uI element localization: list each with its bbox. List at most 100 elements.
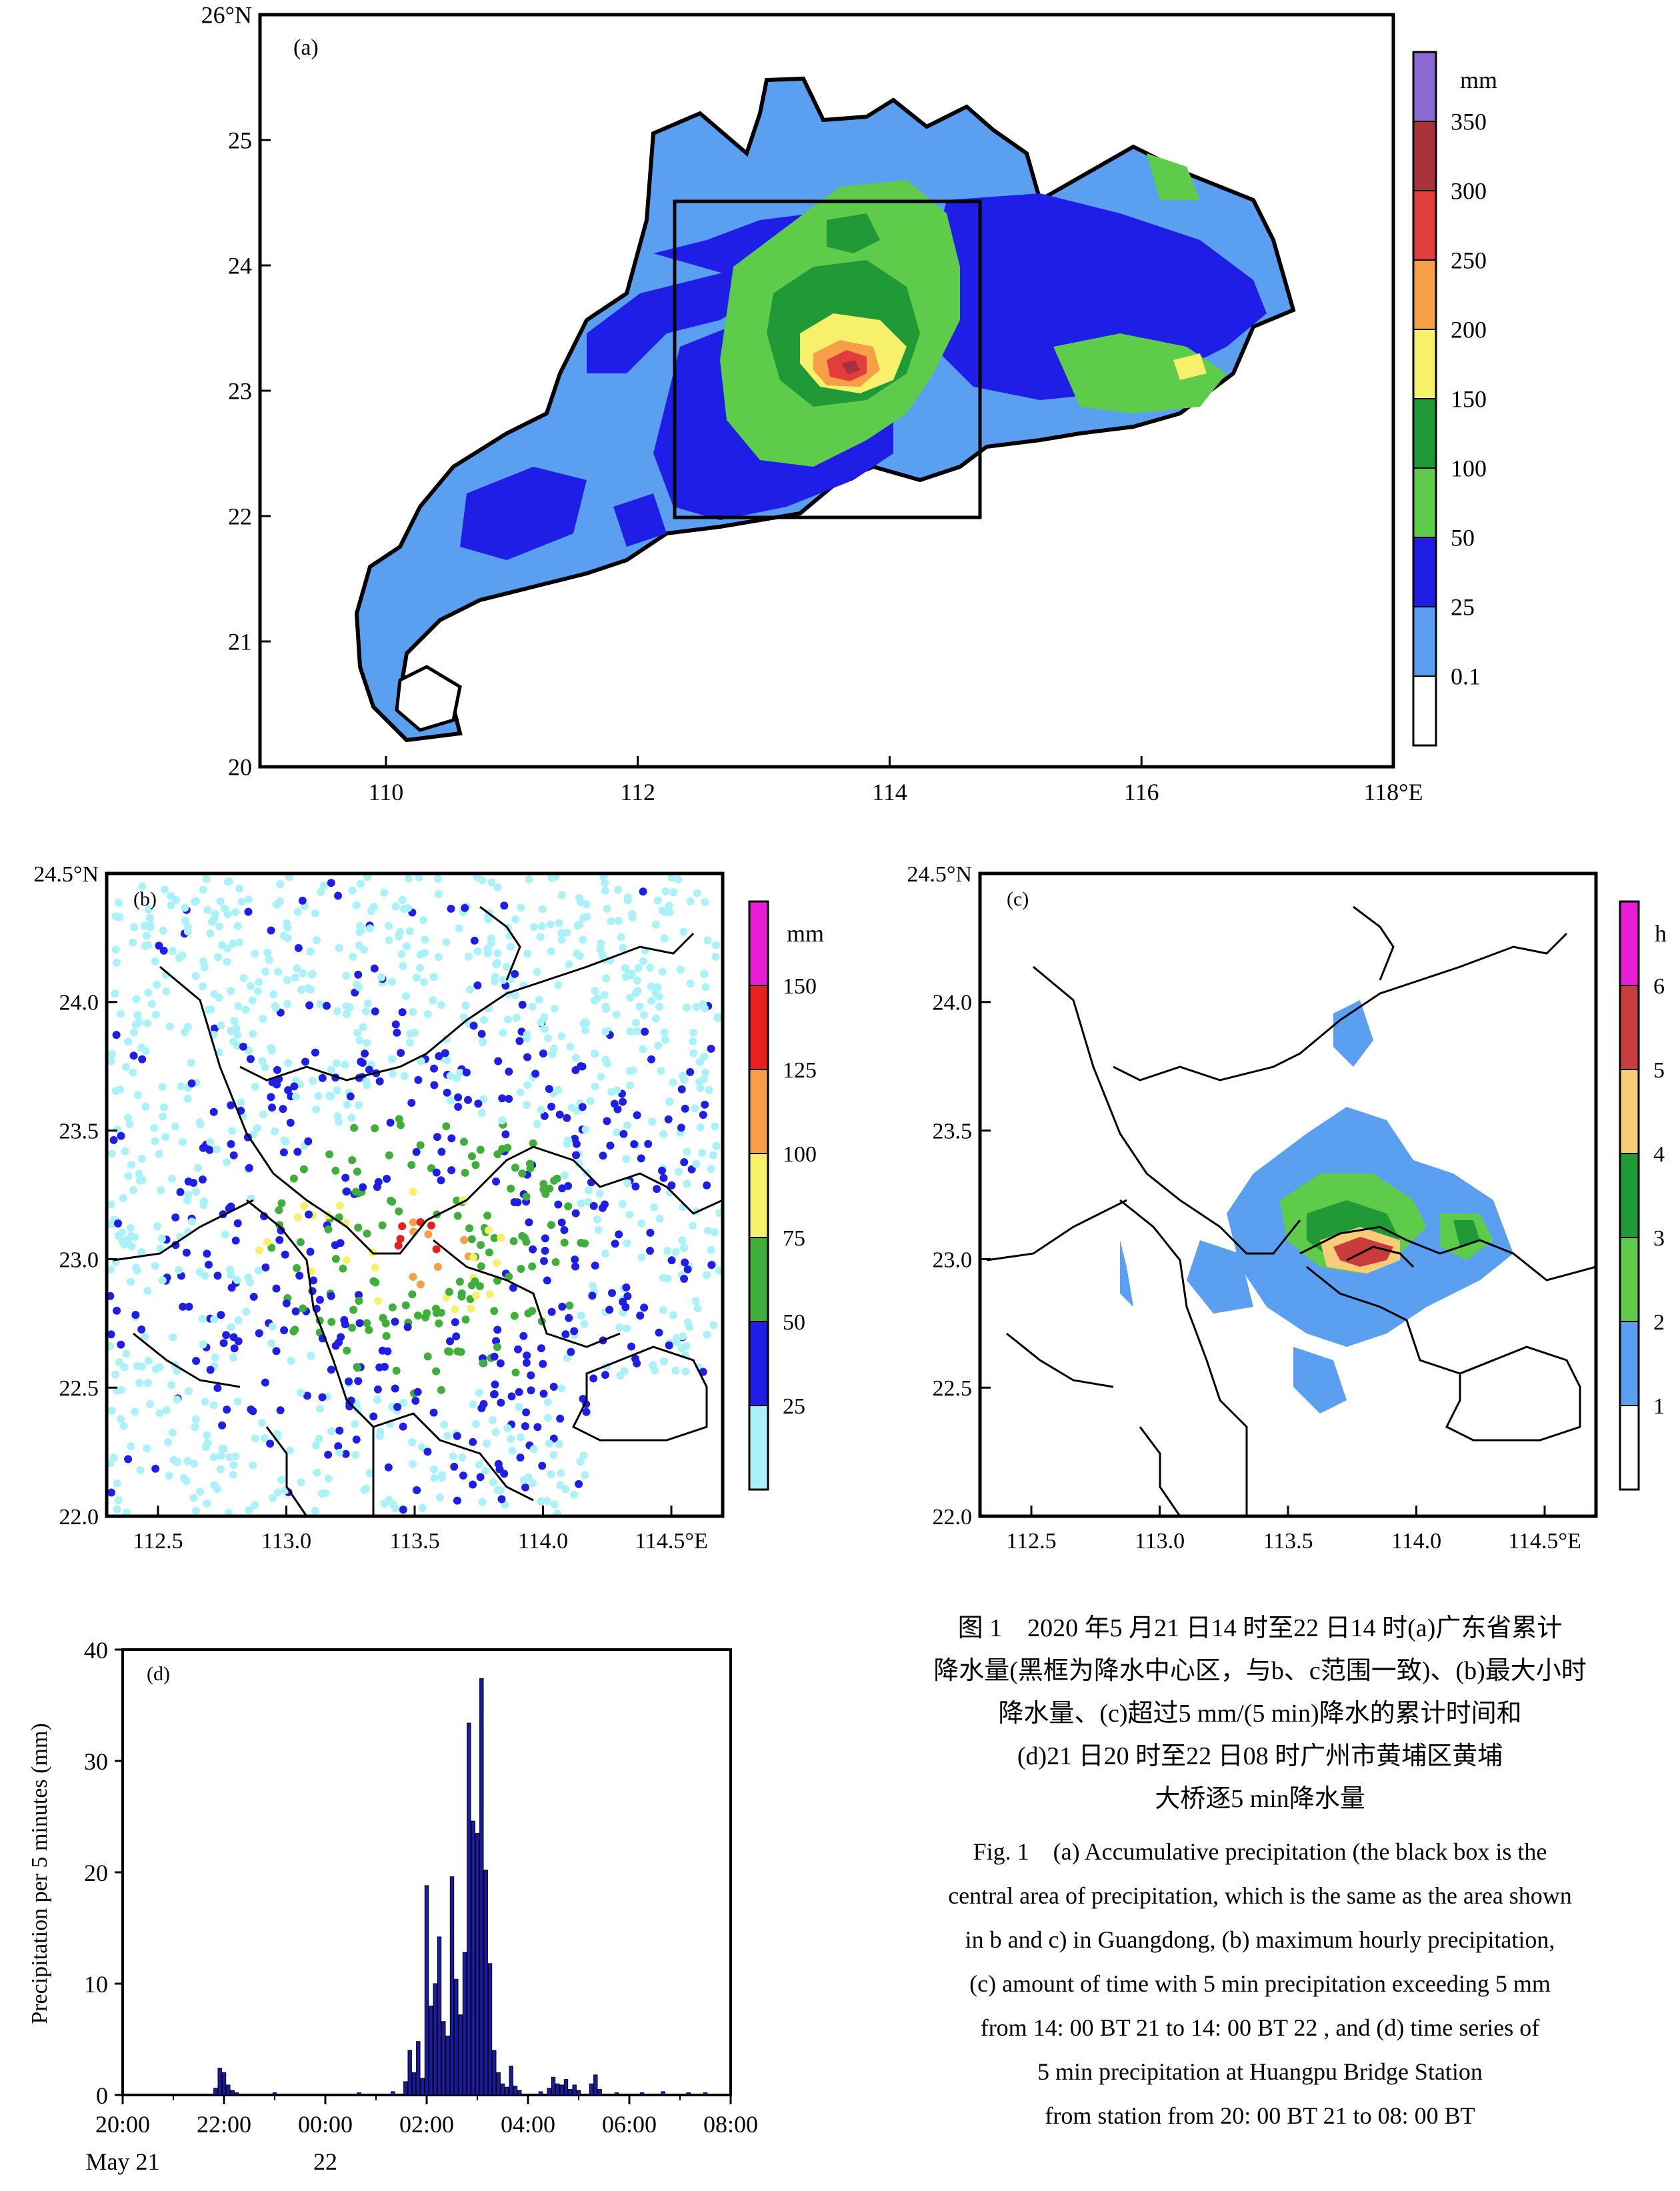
station-dot	[205, 1260, 213, 1269]
x-tick-label: 118°E	[1363, 779, 1423, 805]
station-dot	[601, 1002, 610, 1011]
station-dot	[683, 1003, 691, 1012]
station-dot	[280, 1326, 289, 1335]
station-dot	[363, 1319, 371, 1328]
station-dot	[365, 1065, 373, 1074]
station-dot	[345, 1377, 353, 1386]
station-dot	[129, 1051, 138, 1060]
station-dot	[283, 976, 291, 985]
station-dot	[157, 1244, 165, 1253]
station-dot	[451, 1318, 459, 1326]
station-dot	[598, 1204, 607, 1212]
station-dot	[711, 953, 720, 961]
station-dot	[201, 1398, 209, 1406]
station-dot	[116, 1085, 125, 1094]
station-dot	[291, 1092, 300, 1101]
station-dot	[183, 1457, 192, 1466]
station-dot	[215, 993, 223, 1002]
station-dot	[267, 1046, 276, 1055]
station-dot	[223, 1158, 231, 1167]
station-dot	[216, 897, 225, 905]
station-dot	[613, 1086, 621, 1095]
station-dot	[201, 1272, 209, 1280]
station-dot	[462, 1068, 471, 1077]
station-dot	[446, 1071, 455, 1080]
x-tick-label: 113.0	[1135, 1529, 1185, 1554]
station-dot	[676, 965, 685, 974]
station-dot	[496, 1486, 505, 1495]
station-dot	[646, 963, 655, 972]
station-dot	[529, 1445, 538, 1454]
station-dot	[505, 1067, 513, 1076]
station-dot	[113, 1306, 121, 1315]
station-dot	[580, 1320, 589, 1328]
station-dot	[551, 1258, 560, 1266]
station-dot	[560, 1171, 569, 1180]
station-dot	[537, 1106, 545, 1114]
station-dot	[450, 1462, 459, 1471]
precip-bar	[475, 1833, 480, 2096]
panel-b-label: (b)	[133, 888, 157, 910]
station-dot	[158, 1276, 167, 1285]
station-dot	[539, 1390, 548, 1398]
precip-300-350	[841, 360, 860, 375]
station-dot	[544, 1034, 552, 1043]
station-dot	[564, 1202, 573, 1211]
station-dot	[224, 1508, 233, 1516]
precip-bar	[213, 2088, 218, 2096]
station-dot	[138, 882, 147, 891]
station-dot	[503, 1424, 512, 1433]
station-dot	[343, 1256, 351, 1264]
station-dot	[311, 909, 319, 917]
station-dot	[695, 1077, 704, 1086]
station-dot	[409, 1007, 417, 1016]
station-dot	[541, 1246, 549, 1255]
station-dot	[258, 1057, 267, 1065]
x-tick-label: 20:00	[95, 2111, 150, 2138]
station-dot	[122, 1508, 131, 1516]
station-dot	[378, 1221, 387, 1230]
station-dot	[192, 1188, 201, 1196]
station-dot	[267, 1093, 275, 1102]
colorbar-label: 150	[783, 974, 817, 999]
caption-en-line: in b and c) in Guangdong, (b) maximum ho…	[965, 1926, 1555, 1953]
station-dot	[371, 1278, 380, 1287]
x-tick-sublabel: 22	[313, 2148, 337, 2175]
station-dot	[671, 1248, 680, 1256]
caption-en-line: (c) amount of time with 5 min precipitat…	[969, 1970, 1551, 1997]
station-dot	[469, 1021, 478, 1030]
panel-c-label: (c)	[1007, 888, 1029, 910]
station-dot	[437, 1001, 445, 1009]
station-dot	[493, 1326, 502, 1334]
station-dot	[626, 1027, 635, 1035]
station-dot	[691, 1104, 699, 1113]
precip-bar	[496, 2072, 501, 2096]
x-tick-label: 22:00	[197, 2111, 251, 2138]
station-dot	[680, 1075, 689, 1084]
station-dot	[579, 935, 587, 944]
station-dot	[555, 1110, 564, 1119]
station-dot	[189, 1494, 198, 1502]
station-dot	[297, 1388, 305, 1397]
station-dot	[692, 1003, 701, 1011]
colorbar-label: 125	[783, 1058, 817, 1083]
station-dot	[159, 946, 168, 955]
station-dot	[271, 1001, 279, 1010]
station-dot	[331, 1166, 340, 1175]
station-dot	[335, 1448, 344, 1457]
station-dot	[373, 1385, 382, 1394]
station-dot	[230, 1344, 239, 1353]
station-dot	[518, 1000, 527, 1009]
station-dot	[396, 1235, 405, 1243]
station-dot	[506, 943, 515, 951]
station-dot	[651, 920, 660, 929]
station-dot	[601, 1055, 610, 1064]
station-dot	[284, 1059, 293, 1067]
precip-center-box	[673, 199, 982, 519]
station-dot	[276, 1008, 285, 1017]
colorbar-segment	[1413, 259, 1437, 330]
station-dot	[445, 1348, 454, 1356]
station-dot	[509, 1237, 518, 1246]
station-dot	[485, 1248, 493, 1257]
station-dot	[612, 1010, 621, 1019]
